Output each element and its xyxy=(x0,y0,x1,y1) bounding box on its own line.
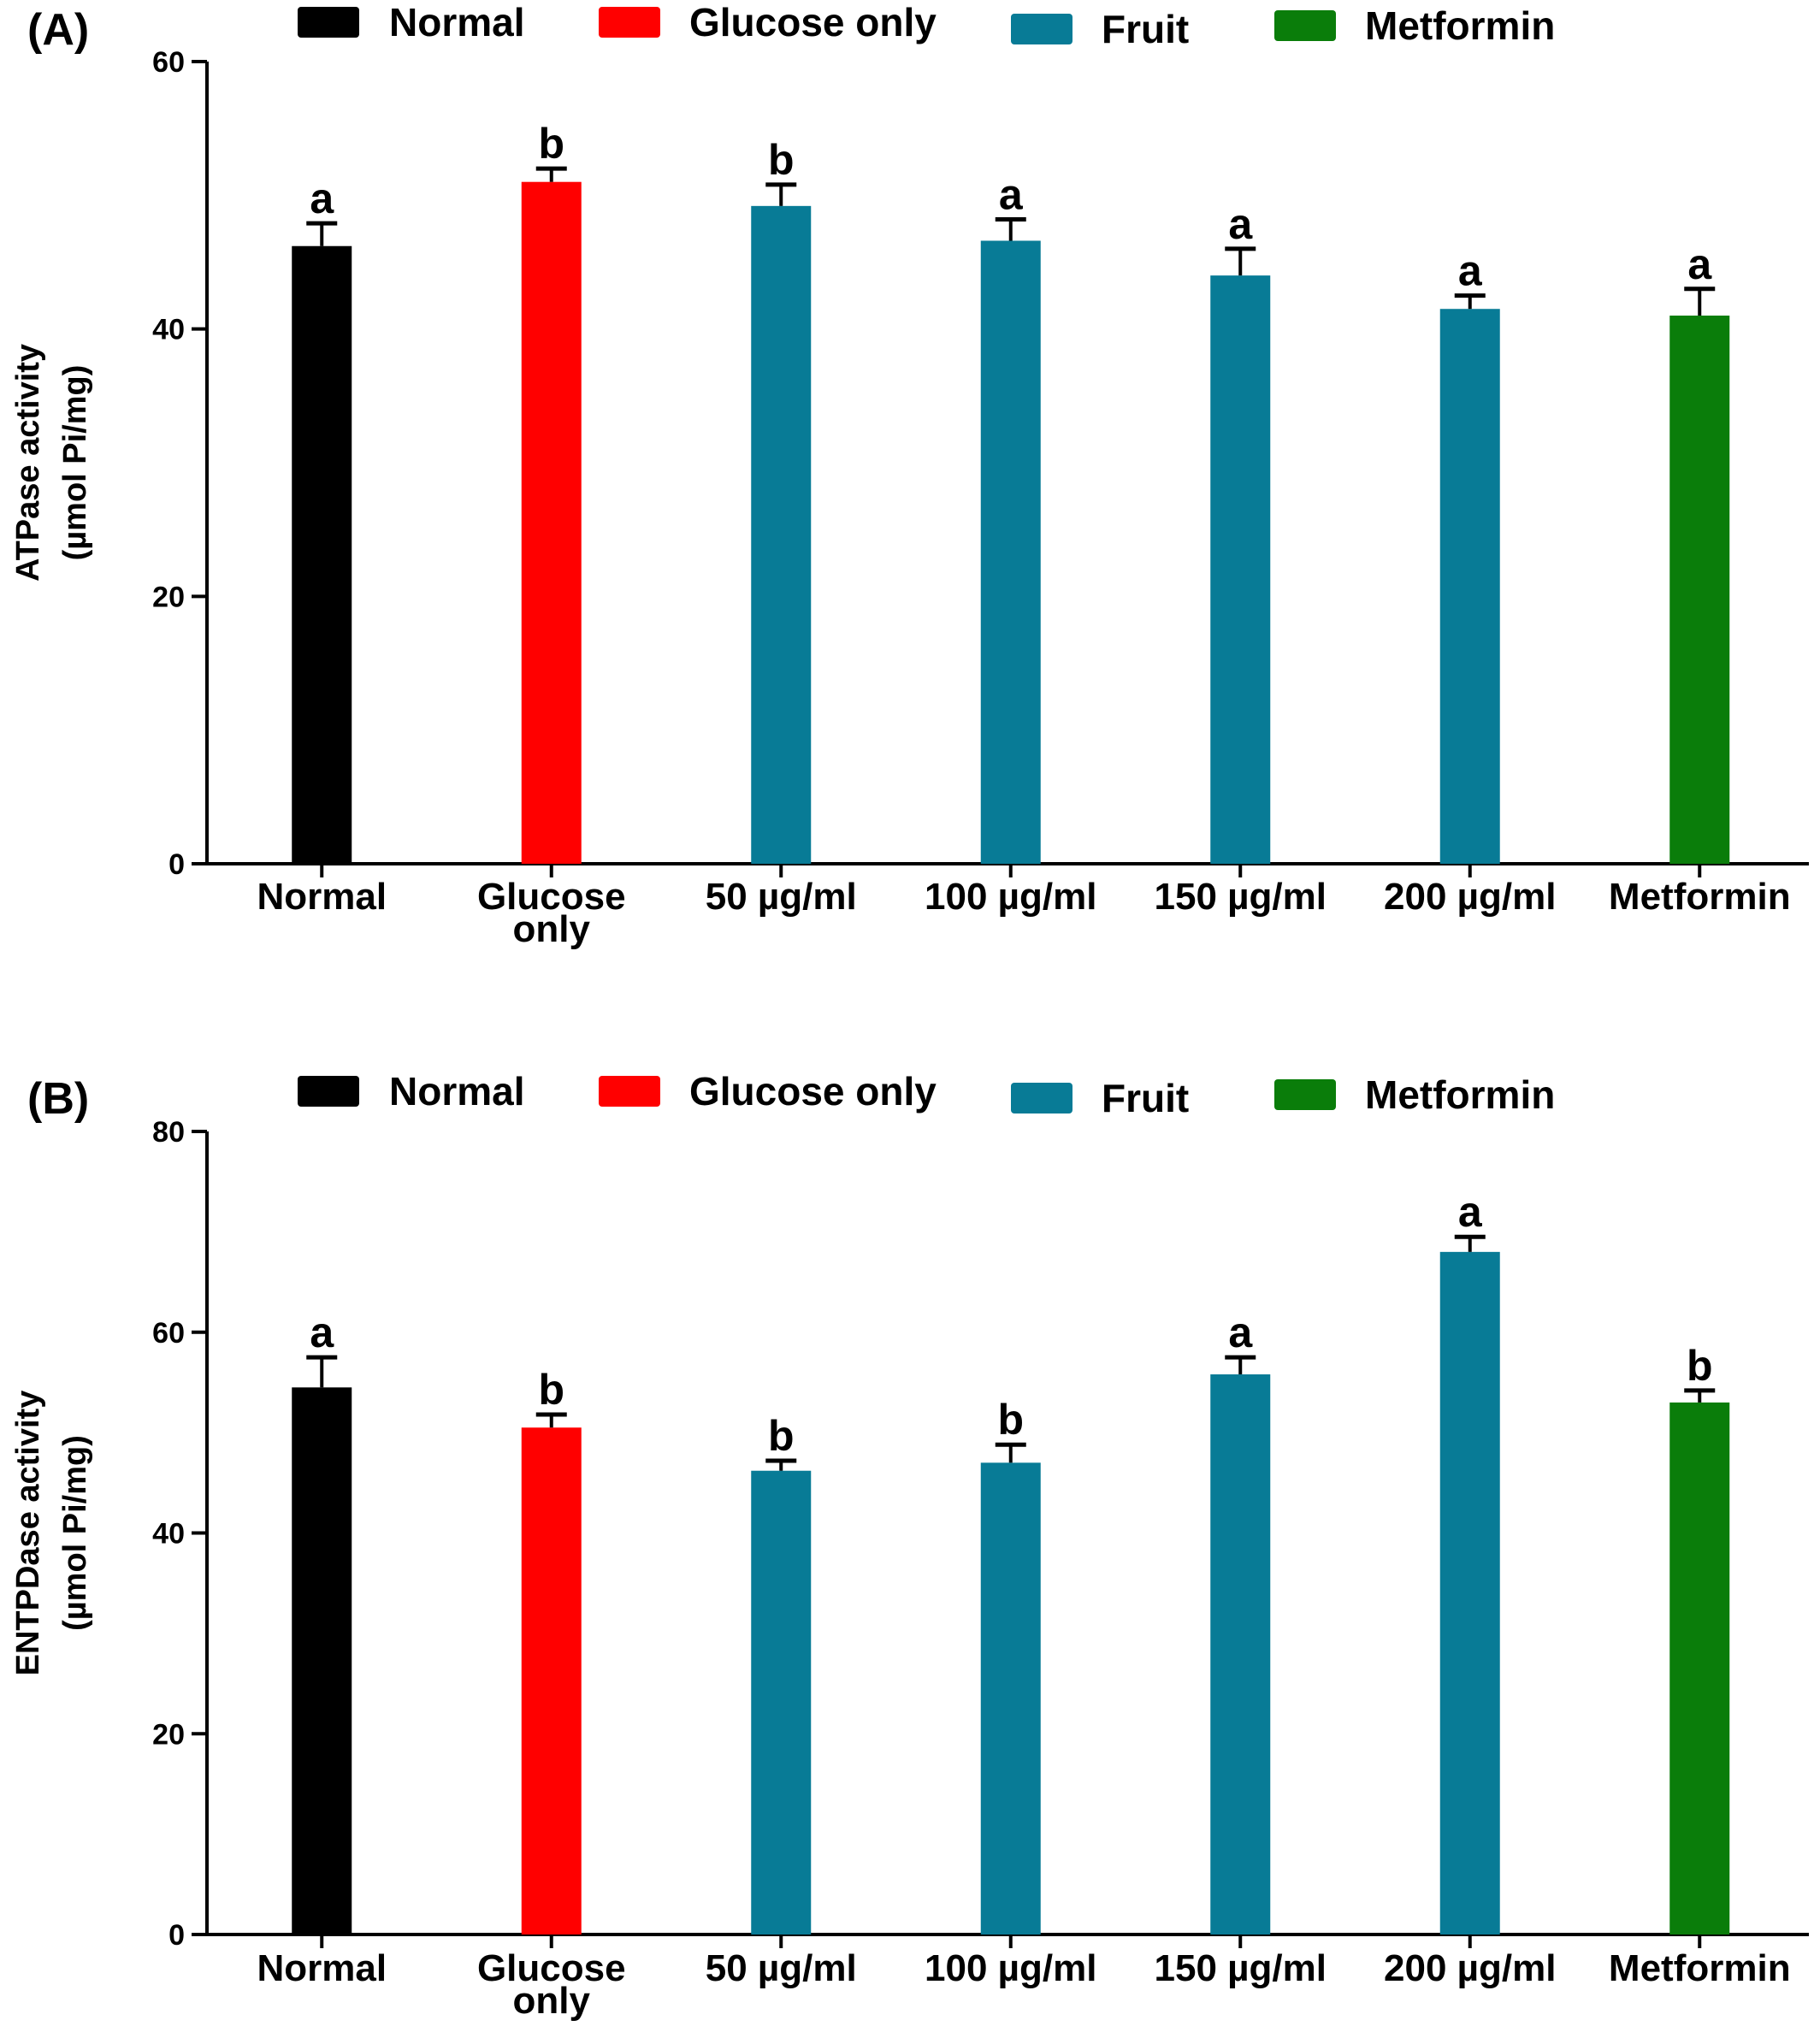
significance-letter: a xyxy=(310,174,334,222)
significance-letter: a xyxy=(1458,247,1483,295)
significance-letter: b xyxy=(768,1412,795,1460)
legend-swatch xyxy=(298,7,359,38)
bar xyxy=(1210,1374,1271,1935)
panel-label: (B) xyxy=(27,1074,89,1124)
bar xyxy=(751,1470,812,1935)
significance-letter: b xyxy=(538,120,564,168)
y-axis-title: ENTPDase activity (µmol Pi/mg) xyxy=(10,1391,93,1676)
chart-panel-a: (A) Normal Glucose only Fruit Metformin 0 20 40… xyxy=(10,0,1809,950)
y-axis-title-line: ENTPDase activity xyxy=(10,1391,46,1676)
y-tick-label: 60 xyxy=(152,46,185,79)
y-tick-label: 40 xyxy=(152,1518,185,1551)
x-tick-label: Normal xyxy=(257,1947,387,1989)
significance-letter: a xyxy=(310,1308,334,1356)
x-tick-label: Normal xyxy=(257,876,387,918)
significance-letter: a xyxy=(1458,1188,1483,1236)
bar xyxy=(521,181,582,864)
bar xyxy=(292,245,352,864)
x-tick-label: only xyxy=(513,908,591,950)
legend-swatch xyxy=(1274,10,1336,41)
bar xyxy=(1669,316,1730,864)
significance-letter: a xyxy=(1228,200,1253,248)
bar xyxy=(1669,1402,1730,1935)
legend-label: Normal xyxy=(389,1069,524,1113)
significance-letter: b xyxy=(768,136,795,184)
x-tick-label: Glucose xyxy=(477,876,626,918)
y-tick-label: 60 xyxy=(152,1317,185,1350)
significance-letter: b xyxy=(997,1396,1024,1444)
legend-swatch xyxy=(599,1076,660,1107)
y-axis-title-line: (µmol Pi/mg) xyxy=(57,1435,93,1631)
legend-swatch xyxy=(1011,14,1072,44)
bar xyxy=(1439,309,1500,864)
y-tick-label: 0 xyxy=(168,848,185,881)
bar xyxy=(980,1462,1041,1935)
x-tick-label: Metformin xyxy=(1609,1947,1791,1989)
legend-label: Metformin xyxy=(1365,3,1555,48)
significance-letter: b xyxy=(1687,1342,1713,1390)
bar xyxy=(1210,275,1271,865)
x-tick-label: 100 µg/ml xyxy=(925,876,1096,918)
bar xyxy=(751,205,812,865)
x-tick-label: 150 µg/ml xyxy=(1155,1947,1327,1989)
y-tick-label: 20 xyxy=(152,581,185,613)
y-axis-title-line: (µmol Pi/mg) xyxy=(57,365,93,561)
significance-letter: a xyxy=(999,170,1024,218)
legend-label: Glucose only xyxy=(689,0,937,44)
significance-letter: a xyxy=(1228,1308,1253,1356)
bar xyxy=(521,1427,582,1935)
y-axis-title: ATPase activity (µmol Pi/mg) xyxy=(10,344,93,582)
legend-swatch xyxy=(1011,1083,1072,1113)
y-axis-title-line: ATPase activity xyxy=(10,344,46,582)
x-tick-label: Metformin xyxy=(1609,876,1791,918)
bar xyxy=(980,240,1041,864)
x-tick-label: 200 µg/ml xyxy=(1384,876,1556,918)
x-tick-label: only xyxy=(513,1980,591,2022)
chart-panel-b: (B) Normal Glucose only Fruit Metformin 0 20 40… xyxy=(10,1069,1809,2022)
significance-letter: b xyxy=(538,1366,564,1414)
y-tick-label: 40 xyxy=(152,314,185,346)
legend-label: Metformin xyxy=(1365,1072,1555,1117)
x-tick-label: 100 µg/ml xyxy=(925,1947,1096,1989)
legend-swatch xyxy=(298,1076,359,1107)
panel-label: (A) xyxy=(27,5,89,55)
y-tick-label: 80 xyxy=(152,1116,185,1149)
legend-label: Fruit xyxy=(1102,1076,1189,1120)
legend-label: Glucose only xyxy=(689,1069,937,1113)
bar xyxy=(1439,1251,1500,1935)
x-tick-label: 50 µg/ml xyxy=(706,876,857,918)
x-tick-label: 50 µg/ml xyxy=(706,1947,857,1989)
legend-swatch xyxy=(1274,1079,1336,1110)
significance-letter: a xyxy=(1687,240,1712,288)
y-tick-label: 0 xyxy=(168,1919,185,1952)
x-tick-label: 200 µg/ml xyxy=(1384,1947,1556,1989)
legend-swatch xyxy=(599,7,660,38)
legend-label: Fruit xyxy=(1102,7,1189,51)
bar xyxy=(292,1387,352,1935)
y-tick-label: 20 xyxy=(152,1718,185,1751)
legend-label: Normal xyxy=(389,0,524,44)
x-tick-label: 150 µg/ml xyxy=(1155,876,1327,918)
x-tick-label: Glucose xyxy=(477,1947,626,1989)
